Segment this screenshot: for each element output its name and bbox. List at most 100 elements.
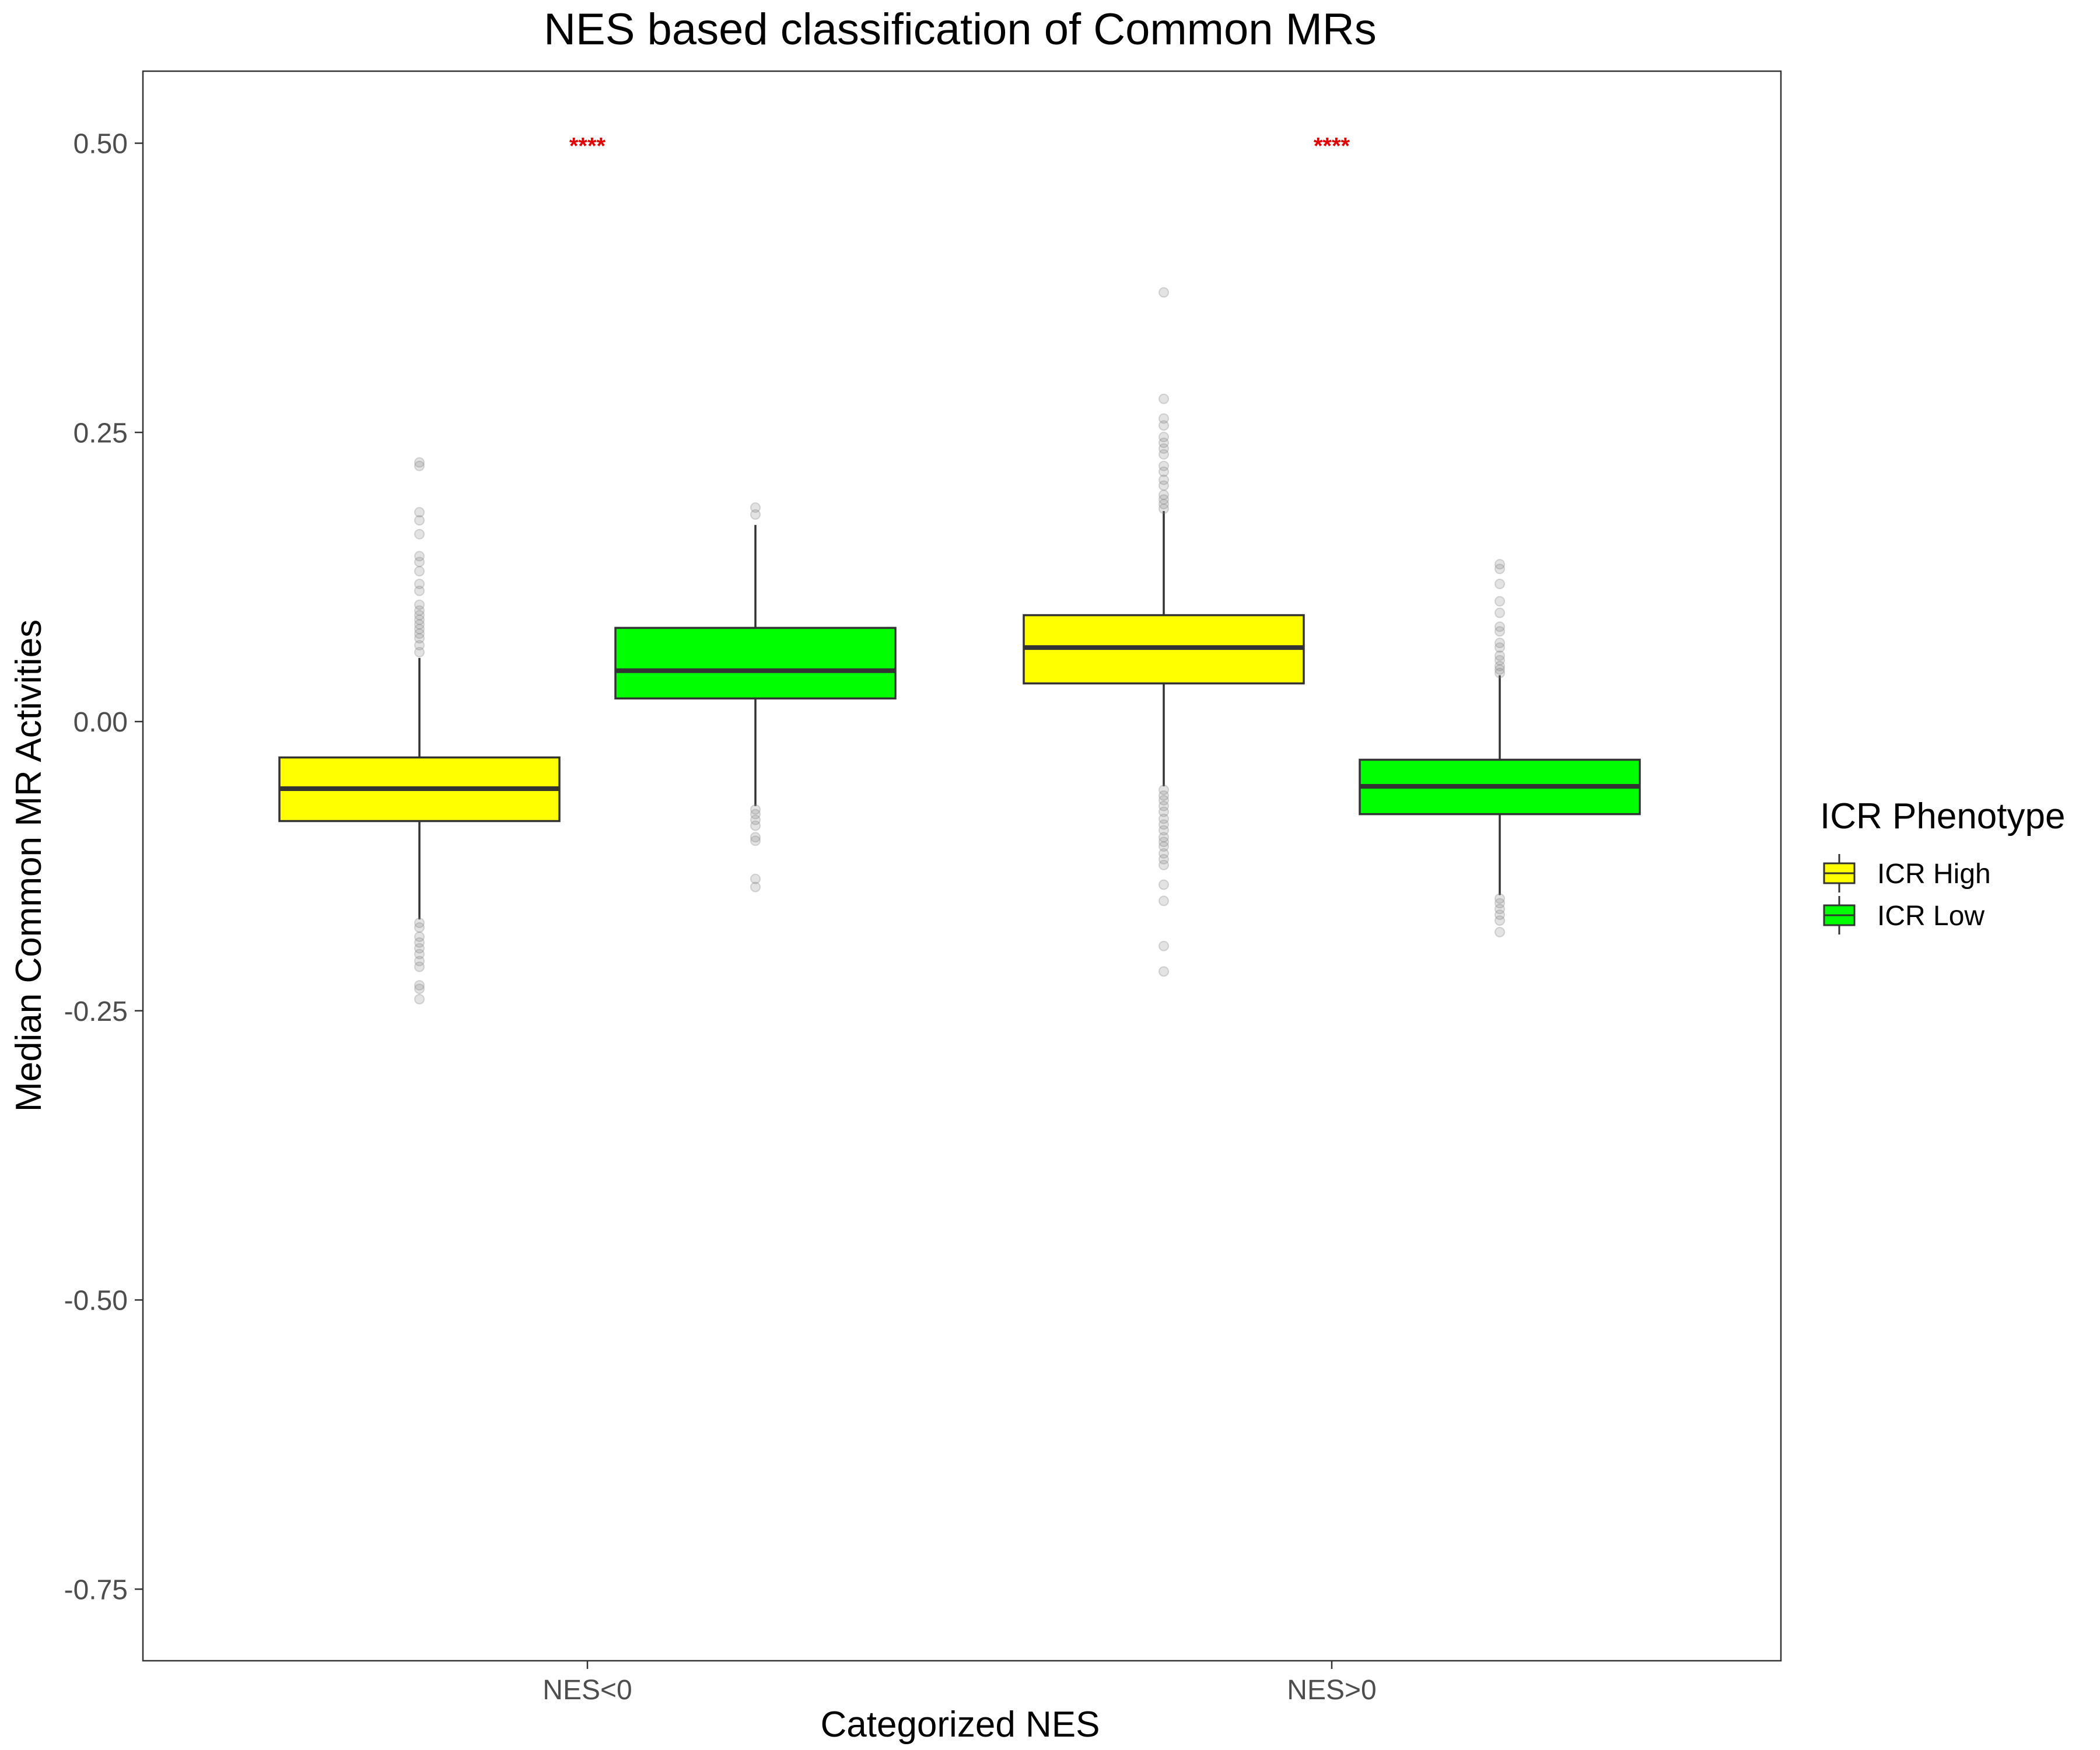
outlier-point: [1158, 393, 1169, 404]
outlier-point: [1158, 489, 1169, 501]
outlier-point: [750, 804, 761, 815]
outlier-point: [1158, 853, 1169, 864]
outlier-point: [1494, 898, 1505, 909]
x-tick-label: NES>0: [1287, 1675, 1376, 1706]
outlier-point: [1494, 626, 1505, 637]
outlier-point: [1158, 438, 1169, 449]
outlier-point: [1494, 915, 1505, 926]
outlier-point: [414, 528, 425, 540]
outlier-point: [414, 937, 425, 948]
box-icr-low-nes-0: [614, 626, 897, 700]
outlier-point: [1494, 664, 1505, 675]
outlier-point: [414, 566, 425, 577]
outlier-point: [1158, 784, 1169, 795]
outlier-point: [414, 551, 425, 562]
outlier-point: [414, 619, 425, 630]
outlier-point: [1158, 474, 1169, 485]
outlier-point: [1158, 832, 1169, 843]
outlier-point: [1158, 287, 1169, 298]
outlier-point: [1494, 579, 1505, 590]
outlier-point: [414, 922, 425, 933]
legend-title: ICR Phenotype: [1820, 796, 2065, 836]
outlier-point: [1158, 848, 1169, 859]
outlier-point: [1158, 813, 1169, 824]
plot-area: **** ****: [278, 134, 1641, 1005]
chart-title: NES based classification of Common MRs: [544, 5, 1377, 54]
y-tick-label: 0.00: [74, 707, 128, 738]
outlier-point: [1494, 654, 1505, 666]
outlier-point: [750, 502, 761, 513]
outlier-point: [1158, 800, 1169, 811]
outlier-point: [1494, 926, 1505, 937]
outlier-point: [1494, 904, 1505, 915]
outlier-point: [1494, 893, 1505, 904]
outlier-point: [1158, 940, 1169, 951]
outlier-point: [1494, 642, 1505, 653]
outlier-point: [414, 556, 425, 568]
outlier-point: [750, 509, 761, 520]
outlier-point: [1494, 607, 1505, 618]
outlier-point: [414, 599, 425, 610]
plot-panel: [142, 70, 1782, 1662]
outlier-point: [1158, 466, 1169, 477]
axes: 0.50 0.25 0.00 -0.25 -0.50 -0.75 NES<0 NES>0: [64, 129, 1377, 1706]
outlier-point: [750, 881, 761, 892]
outlier-point: [414, 633, 425, 644]
outlier-point: [1494, 638, 1505, 649]
y-tick-label: -0.25: [64, 996, 128, 1027]
outlier-point: [414, 514, 425, 526]
outlier-point: [414, 457, 425, 468]
y-tick-label: 0.25: [74, 418, 128, 449]
outlier-point: [1158, 432, 1169, 443]
outlier-point: [750, 835, 761, 846]
outlier-point: [414, 993, 425, 1005]
outlier-point: [1494, 621, 1505, 632]
outlier-point: [1158, 859, 1169, 870]
outlier-point: [1494, 564, 1505, 575]
outlier-point: [414, 628, 425, 639]
outlier-point: [1158, 480, 1169, 491]
outlier-point: [414, 579, 425, 590]
outlier-point: [1158, 825, 1169, 836]
outlier-point: [1158, 443, 1169, 454]
y-axis-title: Median Common MR Activities: [9, 620, 49, 1112]
significance-label: ****: [569, 134, 606, 159]
outlier-point: [1494, 660, 1505, 671]
significance-label: ****: [1314, 134, 1350, 159]
outlier-point: [750, 832, 761, 843]
legend-label-icr-high: ICR High: [1877, 859, 1991, 890]
outlier-point: [414, 605, 425, 616]
x-axis-title: Categorized NES: [820, 1704, 1100, 1745]
outlier-point: [414, 460, 425, 471]
y-tick-label: -0.75: [64, 1574, 128, 1605]
outlier-point: [1158, 499, 1169, 510]
outlier-point: [414, 961, 425, 972]
outlier-point: [414, 984, 425, 995]
outlier-point: [414, 585, 425, 596]
outlier-point: [1158, 494, 1169, 505]
outlier-point: [414, 931, 425, 942]
outlier-point: [1158, 806, 1169, 817]
outlier-point: [414, 507, 425, 518]
outlier-point: [750, 814, 761, 825]
x-tick-label: NES<0: [542, 1675, 632, 1706]
outlier-point: [414, 949, 425, 960]
y-tick-label: -0.50: [64, 1286, 128, 1317]
outlier-point: [1158, 819, 1169, 830]
outlier-point: [1158, 794, 1169, 806]
outlier-point: [414, 610, 425, 621]
outlier-point: [1494, 596, 1505, 607]
outlier-point: [1158, 841, 1169, 852]
outlier-point: [414, 640, 425, 651]
outlier-point: [1158, 966, 1169, 977]
outlier-point: [414, 614, 425, 625]
legend: ICR Phenotype ICR High ICR Low: [1820, 796, 2065, 935]
outlier-point: [1494, 559, 1505, 570]
legend-label-icr-low: ICR Low: [1877, 901, 1985, 932]
outlier-point: [414, 956, 425, 967]
outlier-point: [1158, 413, 1169, 424]
outlier-point: [1494, 667, 1505, 678]
outlier-point: [750, 820, 761, 831]
outlier-point: [1494, 909, 1505, 921]
